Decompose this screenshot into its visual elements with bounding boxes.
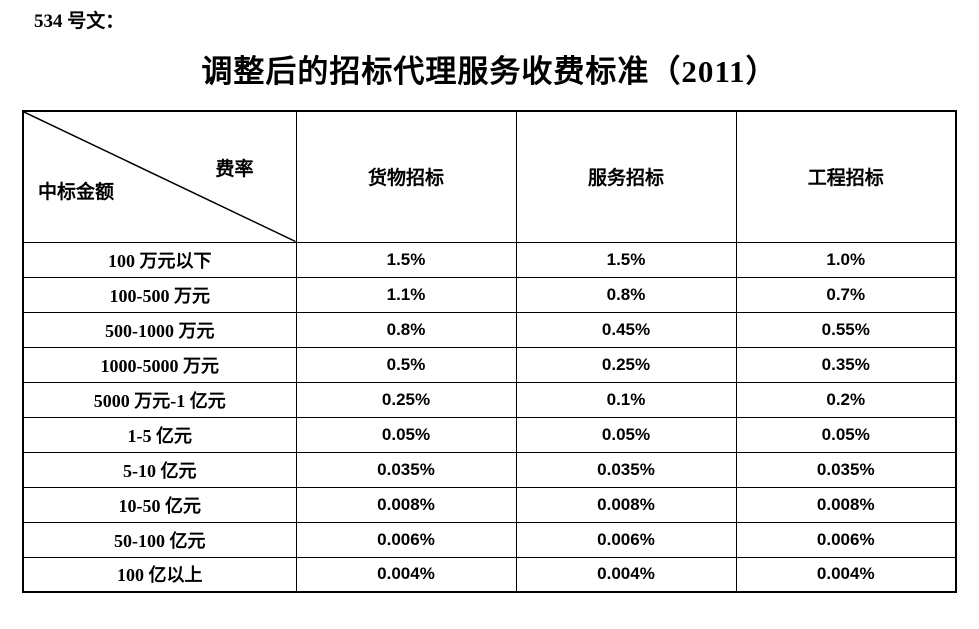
service-rate-value: 0.006% [515,521,737,558]
service-rate-value: 0.8% [515,276,737,313]
goods-rate-value: 0.8% [295,311,517,348]
table-row: 500-1000 万元 0.8% 0.45% 0.55% [22,311,957,348]
amount-range-label: 100-500 万元 [22,276,297,313]
table-row: 1000-5000 万元 0.5% 0.25% 0.35% [22,346,957,383]
doc-ref: 534 号文： [34,11,125,32]
column-header-service-bidding: 服务招标 [515,110,737,243]
amount-range-label: 5000 万元-1 亿元 [22,381,297,418]
table-row: 5-10 亿元 0.035% 0.035% 0.035% [22,451,957,488]
amount-range-label: 10-50 亿元 [22,486,297,523]
amount-range-label: 1000-5000 万元 [22,346,297,383]
header-row: 费率 中标金额 货物招标 服务招标 工程招标 [22,110,957,243]
engineering-rate-value: 0.006% [735,521,957,558]
table-row: 100-500 万元 1.1% 0.8% 0.7% [22,276,957,313]
service-rate-value: 0.035% [515,451,737,488]
engineering-rate-value: 1.0% [735,241,957,278]
engineering-rate-value: 0.2% [735,381,957,418]
corner-label-amount: 中标金额 [38,181,115,203]
goods-rate-value: 0.008% [295,486,517,523]
service-rate-value: 0.008% [515,486,737,523]
corner-header-cell: 费率 中标金额 [22,110,297,243]
table-row: 10-50 亿元 0.008% 0.008% 0.008% [22,486,957,523]
column-header-goods-bidding: 货物招标 [295,110,517,243]
fee-table: 费率 中标金额 货物招标 服务招标 工程招标 100 万元以下 1.5% 1.5… [22,110,957,593]
engineering-rate-value: 0.35% [735,346,957,383]
engineering-rate-value: 0.55% [735,311,957,348]
engineering-rate-value: 0.035% [735,451,957,488]
amount-range-label: 500-1000 万元 [22,311,297,348]
table-row: 100 亿以上 0.004% 0.004% 0.004% [22,556,957,593]
goods-rate-value: 1.1% [295,276,517,313]
engineering-rate-value: 0.008% [735,486,957,523]
table-row: 1-5 亿元 0.05% 0.05% 0.05% [22,416,957,453]
service-rate-value: 0.45% [515,311,737,348]
service-rate-value: 0.1% [515,381,737,418]
amount-range-label: 50-100 亿元 [22,521,297,558]
amount-range-label: 100 万元以下 [22,241,297,278]
amount-range-label: 5-10 亿元 [22,451,297,488]
table-row: 100 万元以下 1.5% 1.5% 1.0% [22,241,957,278]
table-row: 50-100 亿元 0.006% 0.006% 0.006% [22,521,957,558]
service-rate-value: 0.05% [515,416,737,453]
goods-rate-value: 1.5% [295,241,517,278]
engineering-rate-value: 0.004% [735,556,957,593]
service-rate-value: 0.004% [515,556,737,593]
goods-rate-value: 0.006% [295,521,517,558]
goods-rate-value: 0.035% [295,451,517,488]
engineering-rate-value: 0.05% [735,416,957,453]
page-title: 调整后的招标代理服务收费标准（2011） [201,54,778,89]
goods-rate-value: 0.004% [295,556,517,593]
table-row: 5000 万元-1 亿元 0.25% 0.1% 0.2% [22,381,957,418]
goods-rate-value: 0.25% [295,381,517,418]
amount-range-label: 1-5 亿元 [22,416,297,453]
service-rate-value: 1.5% [515,241,737,278]
amount-range-label: 100 亿以上 [22,556,297,593]
service-rate-value: 0.25% [515,346,737,383]
column-header-engineering-bidding: 工程招标 [735,110,957,243]
engineering-rate-value: 0.7% [735,276,957,313]
diagonal-divider-line [24,112,296,242]
goods-rate-value: 0.5% [295,346,517,383]
table-body: 100 万元以下 1.5% 1.5% 1.0% 100-500 万元 1.1% … [22,241,957,593]
corner-label-rate: 费率 [215,159,254,180]
goods-rate-value: 0.05% [295,416,517,453]
